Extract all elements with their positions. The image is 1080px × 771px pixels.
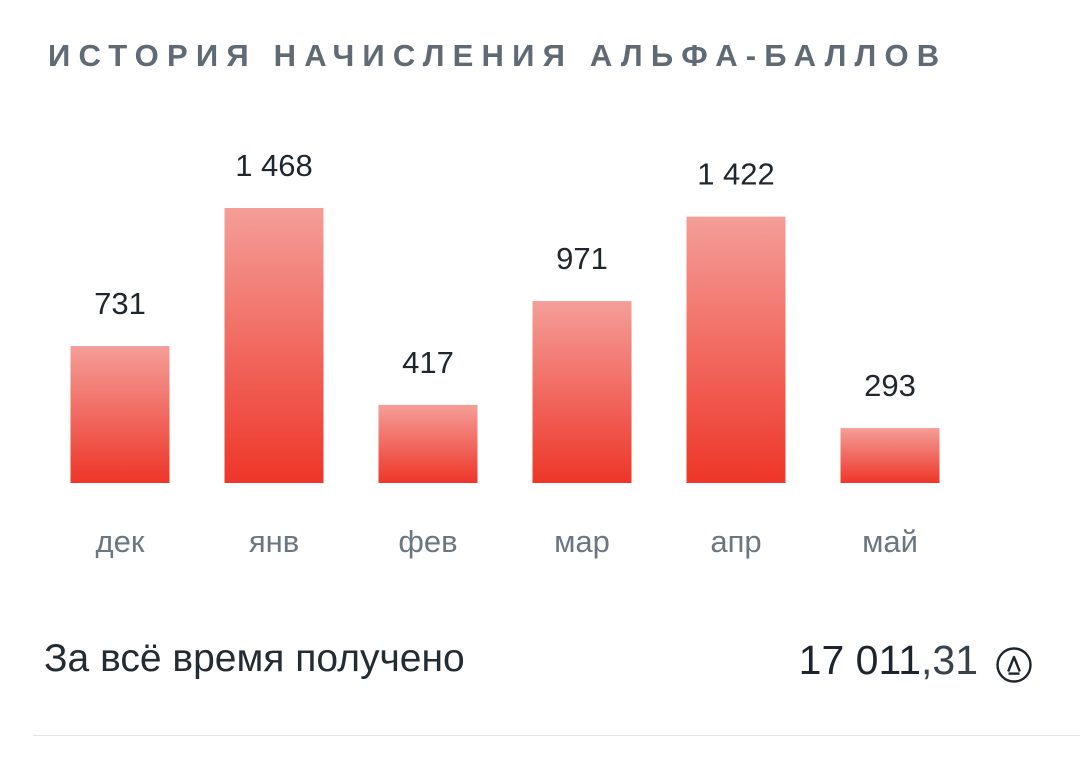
bar-value-label: 417	[402, 345, 454, 380]
bar-фев	[378, 404, 478, 483]
x-tick-label: янв	[249, 524, 299, 559]
chart-title: ИСТОРИЯ НАЧИСЛЕНИЯ АЛЬФА-БАЛЛОВ	[48, 38, 948, 73]
x-tick-label: фев	[398, 524, 457, 559]
total-received-value: 17 011,31	[799, 637, 978, 684]
x-tick-label: дек	[96, 524, 145, 559]
bar-value-label: 971	[556, 241, 608, 276]
bar-value-label: 731	[94, 286, 146, 321]
divider	[33, 735, 1080, 736]
bar-value-label: 1 422	[697, 157, 775, 192]
bar-янв	[224, 208, 324, 483]
bar-chart: 731 дек 1 468 янв 417 фев 971 мар 1 422 апр 293 май	[70, 148, 940, 559]
bar-value-label: 1 468	[235, 148, 313, 183]
bar-май	[840, 428, 940, 483]
x-tick-label: апр	[710, 524, 761, 559]
bar-апр	[686, 216, 786, 483]
alfa-points-icon	[996, 647, 1032, 683]
total-received-label: За всё время получено	[44, 637, 465, 680]
bar-мар	[532, 301, 632, 483]
total-value-fraction: ,31	[921, 637, 978, 683]
x-tick-label: май	[862, 524, 918, 559]
bar-дек	[70, 346, 170, 483]
total-value-integer: 17 011	[798, 637, 921, 683]
x-tick-label: мар	[554, 524, 610, 559]
bar-value-label: 293	[864, 368, 916, 403]
